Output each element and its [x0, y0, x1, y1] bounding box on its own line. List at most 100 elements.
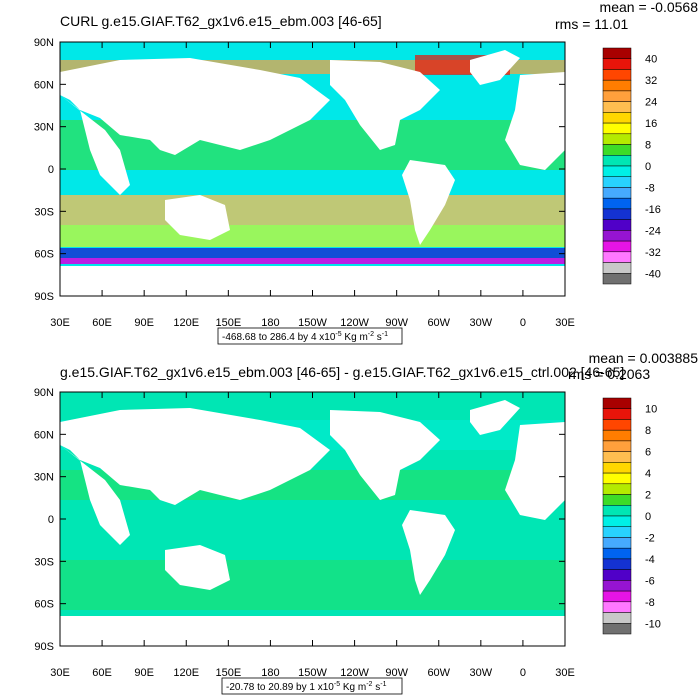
colorbar-swatch	[602, 197, 632, 210]
lon-tick-label: 90W	[385, 667, 408, 679]
colorbar-swatch	[602, 569, 632, 581]
land-north-america	[330, 60, 440, 150]
lon-tick-label: 150E	[215, 667, 241, 679]
colorbar-label: -6	[645, 575, 655, 587]
colorbar-label: 16	[645, 118, 657, 130]
colorbar: 40 32 24 16 8 0 -8 -16 -24 -32 -40	[602, 47, 661, 285]
colorbar-swatch	[602, 515, 632, 527]
colorbar-swatch	[602, 273, 632, 285]
colorbar: 10 8 6 4 2 0 -2 -4 -6 -8 -10	[602, 397, 661, 635]
land-australia	[165, 195, 230, 240]
lon-tick-label: 150W	[298, 667, 327, 679]
colorbar-swatch	[602, 262, 632, 274]
colorbar-swatch	[602, 58, 632, 70]
land-africa-east	[60, 445, 130, 545]
land-australia	[165, 545, 230, 590]
lon-tick-label: 120W	[340, 317, 369, 329]
lat-axis: 90N 60N 30N 0 30S 60S 90S	[34, 37, 565, 303]
lon-tick-label: 30E	[555, 317, 575, 329]
colorbar-swatch	[602, 590, 632, 603]
colorbar-swatch	[602, 112, 632, 124]
colorbar-label: 4	[645, 468, 651, 480]
colorbar-swatch	[602, 537, 632, 549]
colorbar-swatch	[602, 208, 632, 220]
lat-tick-label: 0	[48, 514, 54, 526]
panel-curl: CURL g.e15.GIAF.T62_gx1v6.e15_ebm.003 [4…	[34, 0, 699, 345]
land-south-america	[402, 510, 455, 595]
colorbar-swatch	[602, 144, 632, 156]
colorbar-label: 2	[645, 490, 651, 502]
lon-tick-label: 180	[261, 667, 279, 679]
colorbar-label: 0	[645, 511, 651, 523]
land-greenland	[470, 400, 520, 435]
land-greenland	[470, 50, 520, 85]
lon-tick-label: 150E	[215, 317, 241, 329]
ocean-band-south2	[60, 225, 565, 247]
range-label-frame	[217, 327, 403, 345]
land-europe-africa	[505, 422, 565, 520]
lat-tick-label: 30S	[34, 556, 54, 568]
colorbar-swatch	[602, 505, 632, 517]
lon-tick-label: 30W	[470, 667, 493, 679]
colorbar-label: 40	[645, 54, 657, 66]
colorbar-label: 8	[645, 425, 651, 437]
lat-tick-label: 90S	[34, 641, 54, 653]
colorbar-label: -16	[645, 204, 661, 216]
colorbar-swatch	[602, 526, 632, 538]
lon-tick-label: 120W	[340, 667, 369, 679]
lat-tick-label: 90N	[34, 37, 54, 49]
colorbar-swatch	[602, 230, 632, 242]
lat-tick-label: 60S	[34, 599, 54, 611]
colorbar-label: 24	[645, 97, 657, 109]
colorbar-swatch	[602, 408, 632, 420]
colorbar-swatch	[602, 612, 632, 624]
stat-rms: rms = 11.01	[555, 16, 628, 32]
colorbar-swatch	[602, 165, 632, 177]
colorbar-label: -8	[645, 182, 655, 194]
colorbar-swatch	[602, 483, 632, 495]
lat-axis: 90N 60N 30N 0 30S 60S 90S	[34, 387, 565, 653]
range-label: -20.78 to 20.89 by 1 x10-5 Kg m-2 s-1	[226, 681, 387, 693]
map: 90N 60N 30N 0 30S 60S 90S 30E 60E 90E 120E 150E 180…	[34, 387, 575, 679]
range-label: -468.68 to 286.4 by 4 x10-5 Kg m-2 s-1	[222, 331, 388, 343]
lon-axis: 30E 60E 90E 120E 150E 180 150W 120W 90W 60W 30W 0 30…	[50, 392, 575, 679]
lon-tick-label: 120E	[173, 667, 199, 679]
land	[60, 50, 565, 296]
land-south-america	[402, 160, 455, 245]
colorbar-swatch	[602, 101, 632, 113]
colorbar-swatch	[602, 133, 632, 145]
lon-tick-label: 0	[520, 317, 526, 329]
lat-tick-label: 0	[48, 164, 54, 176]
land-africa-east	[60, 95, 130, 195]
stat-mean: mean = 0.003885	[589, 350, 699, 366]
lon-tick-label: 30E	[555, 667, 575, 679]
ocean-band-antarctic	[60, 258, 565, 264]
range-label-box: -468.68 to 286.4 by 4 x10-5 Kg m-2 s-1	[217, 327, 403, 345]
colorbar-swatch	[602, 90, 632, 102]
stat-rms: rms = 0.2063	[568, 366, 650, 382]
stat-mean: mean = -0.0568	[600, 0, 699, 15]
colorbar-swatch	[602, 155, 632, 167]
colorbar-label: 6	[645, 447, 651, 459]
colorbar-label: -10	[645, 618, 661, 630]
colorbar-label: -32	[645, 247, 661, 259]
colorbar-label: -40	[645, 268, 661, 280]
colorbar-swatch	[602, 69, 632, 81]
colorbar-swatch	[602, 397, 632, 409]
lat-tick-label: 60N	[34, 79, 54, 91]
land-europe-africa	[505, 72, 565, 170]
colorbar-label: -2	[645, 532, 655, 544]
lat-tick-label: 30N	[34, 472, 54, 484]
lon-tick-label: 30W	[470, 317, 493, 329]
colorbar-swatch	[602, 429, 632, 442]
lon-tick-label: 150W	[298, 317, 327, 329]
colorbar-label: -4	[645, 554, 655, 566]
lat-tick-label: 30S	[34, 206, 54, 218]
lon-tick-label: 90W	[385, 317, 408, 329]
colorbar-label: 10	[645, 404, 657, 416]
colorbar-swatch	[602, 472, 632, 485]
colorbar-swatch	[602, 462, 632, 474]
colorbar-label: -8	[645, 597, 655, 609]
range-label-frame	[221, 677, 403, 695]
